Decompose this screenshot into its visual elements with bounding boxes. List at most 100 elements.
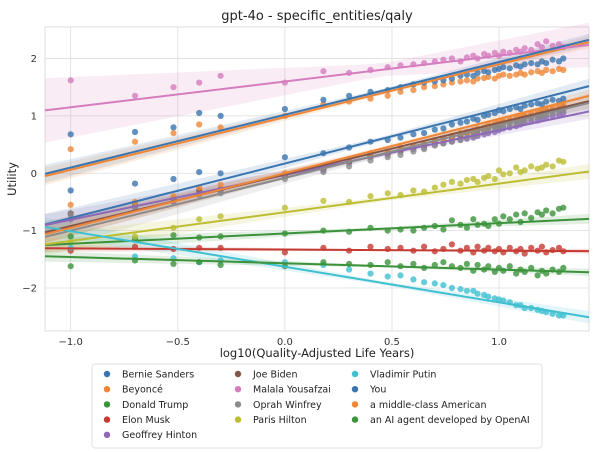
data-point [549,163,556,170]
legend-marker [234,386,242,393]
data-point [440,125,447,132]
data-point [196,169,203,176]
legend-label: Vladimir Putin [370,369,436,380]
data-point [457,78,464,85]
data-point [528,101,535,108]
legend-marker [103,431,111,438]
data-point [367,243,374,250]
data-point [491,175,498,183]
regression-line [44,170,590,246]
data-point [528,244,535,251]
data-point [457,180,464,187]
data-point [421,243,428,250]
data-point [528,163,535,170]
legend-label: a middle-class American [370,400,487,411]
data-point [67,146,74,153]
data-point [410,276,417,283]
data-point [485,69,492,76]
data-point [431,261,438,269]
legend-marker [103,401,111,408]
data-point [560,55,567,62]
legend-marker [103,416,111,423]
legend-marker [234,370,242,378]
data-point [521,71,528,78]
data-point [170,130,177,137]
x-tick-label: 1.0 [491,337,507,348]
legend-marker [351,416,359,423]
data-point [521,250,528,257]
data-point [560,204,567,211]
data-point [384,190,391,197]
regression-line [44,247,590,253]
data-point [131,92,139,99]
data-point [485,293,492,300]
x-axis-ticks: −1.0 −0.5 0.0 0.5 1.0 [59,337,507,348]
data-point [538,44,546,51]
data-point [217,213,224,220]
data-point [543,207,550,214]
confidence-band [45,213,589,253]
data-point [410,87,417,94]
legend-label: Donald Trump [122,400,188,411]
regression-line [44,43,590,112]
data-point [170,84,177,91]
data-point [528,60,535,67]
data-point [485,73,492,80]
data-point [517,105,524,113]
data-point [506,72,513,79]
data-point [500,71,507,78]
x-tick-label: −1.0 [59,337,83,348]
data-point [474,178,481,185]
data-point [506,170,513,177]
data-point [67,263,74,270]
data-point [217,181,224,188]
data-point [528,264,535,271]
data-point [217,170,224,177]
data-point [513,270,520,277]
regression-line [44,110,590,227]
x-axis-label: log10(Quality-Adjusted Life Years) [220,346,415,360]
data-point [513,164,520,171]
data-point [384,259,391,266]
data-point [421,146,428,153]
data-point [491,216,498,223]
data-point [448,241,455,248]
data-point [543,66,550,74]
data-point [463,244,470,251]
data-point [521,210,528,217]
data-point [217,261,224,269]
data-point [170,175,177,183]
data-point [431,184,438,191]
data-point [474,290,481,297]
regression-lines [44,38,590,319]
regression-line [44,101,590,238]
regression-line [44,225,590,319]
data-point [410,227,417,234]
data-point [196,216,203,223]
data-point [500,48,507,55]
data-point [463,77,470,84]
data-point [463,118,470,125]
data-point [196,121,203,128]
data-point [448,55,455,62]
data-point [448,121,455,128]
data-point [543,161,550,168]
data-point [410,260,417,267]
data-point [217,72,224,79]
data-point [555,244,563,251]
data-point [521,167,528,174]
data-point [538,211,546,218]
regression-line [44,41,590,178]
data-point [543,60,550,67]
confidence-band [45,22,589,143]
legend-marker [234,416,242,423]
data-point [543,98,550,105]
legend-label: Bernie Sanders [122,369,194,380]
data-point [410,131,417,138]
y-axis-label: Utility [5,162,19,196]
legend-label: Beyoncé [122,385,163,396]
data-point [281,204,288,211]
data-point [67,187,74,194]
data-point [281,249,288,256]
